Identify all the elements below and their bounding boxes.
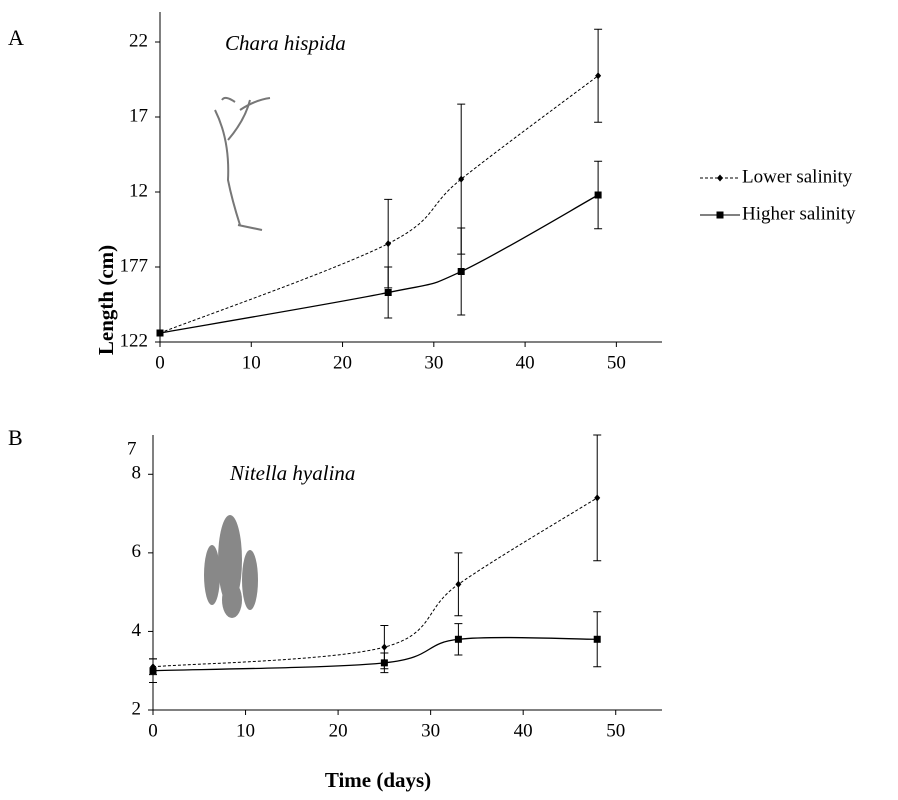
x-tick-label: 10 (236, 720, 255, 741)
panel-label: A (8, 25, 24, 50)
y-tick-label: 8 (132, 463, 142, 484)
annotation: Chara hispida (225, 31, 346, 55)
marker (594, 494, 601, 502)
y-tick-label: 4 (132, 620, 142, 641)
x-tick-label: 50 (607, 352, 626, 373)
legend-label: Higher salinity (742, 203, 856, 224)
y-tick-label: 177 (120, 255, 149, 276)
marker (385, 240, 392, 248)
x-axis-label: Time (days) (325, 768, 431, 792)
x-tick-label: 0 (155, 352, 165, 373)
plant-illustration (214, 96, 271, 231)
marker (380, 659, 388, 667)
marker (594, 191, 602, 199)
x-tick-label: 30 (421, 720, 440, 741)
marker (149, 667, 157, 675)
marker (455, 580, 462, 588)
series-line (159, 75, 599, 334)
y-axis-label: Length (cm) (94, 245, 118, 355)
x-tick-label: 10 (242, 352, 261, 373)
annotation: Nitella hyalina (229, 461, 355, 485)
marker (384, 289, 392, 296)
x-tick-label: 20 (333, 352, 352, 373)
marker (458, 175, 465, 183)
legend-label: Lower salinity (742, 166, 853, 187)
marker (593, 635, 601, 643)
marker (457, 268, 465, 275)
y-tick-label: 122 (120, 330, 149, 351)
marker (595, 72, 602, 80)
y-tick-label: 6 (132, 541, 142, 562)
x-tick-label: 20 (329, 720, 348, 741)
y-tick-label: 17 (129, 105, 148, 126)
x-tick-label: 0 (148, 720, 158, 741)
y-tick-label: 2 (132, 698, 142, 719)
extra-label: 7 (127, 438, 137, 459)
y-tick-label: 22 (129, 30, 148, 51)
marker (381, 643, 388, 651)
plant-illustration (204, 515, 258, 618)
x-tick-label: 50 (606, 720, 625, 741)
series-line (159, 194, 599, 334)
marker (156, 329, 164, 337)
legend-marker (716, 211, 724, 219)
panel-label: B (8, 425, 23, 450)
x-tick-label: 30 (424, 352, 443, 373)
series-line (152, 636, 598, 672)
series-line (152, 497, 598, 668)
x-tick-label: 40 (514, 720, 533, 741)
y-tick-label: 12 (129, 180, 148, 201)
x-tick-label: 40 (516, 352, 535, 373)
legend-marker (717, 174, 723, 182)
marker (454, 635, 462, 643)
